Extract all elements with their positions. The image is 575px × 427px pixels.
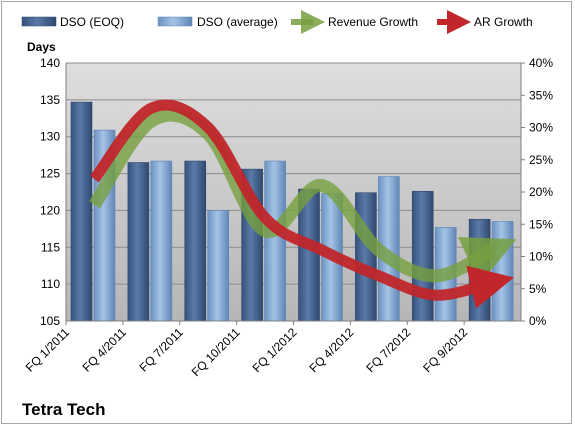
y-right-tick-label: 40% (529, 56, 553, 70)
x-tick-label: FQ 1/2012 (250, 325, 300, 375)
x-tick-label: FQ 10/2011 (189, 325, 243, 379)
x-tick-label: FQ 7/2011 (137, 325, 187, 375)
x-tick-label: FQ 4/2012 (307, 325, 357, 375)
line-ar-growth (90, 99, 515, 309)
x-tick-label: FQ 7/2012 (363, 325, 413, 375)
y-right-tick-label: 20% (529, 185, 553, 199)
legend: DSO (EOQ) DSO (average) Revenue Growth A… (21, 10, 533, 34)
y-right-tick-label: 10% (529, 250, 553, 264)
legend-label-dso-eoq: DSO (EOQ) (60, 15, 124, 29)
y-right-tick-label: 5% (529, 282, 547, 296)
y-axis-left-title: Days (27, 40, 56, 54)
y-left-tick-label: 120 (40, 203, 60, 217)
legend-label-revenue-growth: Revenue Growth (328, 15, 418, 29)
bar-dso-average (491, 221, 514, 322)
bar-dso-eoq (70, 101, 93, 322)
x-tick-label: FQ 9/2012 (420, 325, 470, 375)
company-name: Tetra Tech (22, 400, 105, 419)
y-axis-right-ticks: 0% 5% 10% 15% 20% 25% 30% 35% 40% (521, 56, 553, 328)
line-revenue-growth (88, 108, 517, 285)
y-right-tick-label: 30% (529, 121, 553, 135)
x-axis-ticks: FQ 1/2011 FQ 4/2011 FQ 7/2011 FQ 10/2011 FQ … (23, 321, 470, 379)
y-right-tick-label: 15% (529, 217, 553, 231)
y-left-tick-label: 130 (40, 130, 60, 144)
y-left-tick-label: 125 (40, 167, 60, 181)
y-left-tick-label: 115 (41, 240, 60, 254)
y-left-tick-label: 105 (40, 314, 60, 328)
legend-swatch-dso-eoq (21, 16, 57, 27)
y-right-tick-label: 25% (529, 153, 553, 167)
bar-dso-average (264, 160, 286, 322)
growth-lines (88, 99, 517, 309)
bar-dso-average (207, 210, 230, 322)
bar-dso-eoq (411, 190, 434, 322)
y-right-tick-label: 0% (529, 314, 547, 328)
legend-label-dso-average: DSO (average) (197, 15, 278, 29)
legend-swatch-dso-average (157, 16, 193, 27)
x-tick-label: FQ 1/2011 (23, 325, 73, 375)
y-left-tick-label: 135 (40, 93, 60, 107)
y-axis-left-ticks: 105 110 115 120 125 130 135 140 (40, 56, 60, 328)
bar-dso-average (150, 160, 173, 322)
y-left-tick-label: 140 (40, 56, 60, 70)
bar-dso-eoq (468, 218, 491, 322)
bar-dso-eoq (355, 192, 377, 322)
y-left-tick-label: 110 (41, 277, 60, 291)
bar-dso-eoq (127, 162, 150, 322)
legend-label-ar-growth: AR Growth (474, 15, 533, 29)
x-tick-label: FQ 4/2011 (80, 325, 130, 375)
bar-dso-eoq (184, 160, 207, 322)
y-right-tick-label: 35% (529, 88, 553, 102)
